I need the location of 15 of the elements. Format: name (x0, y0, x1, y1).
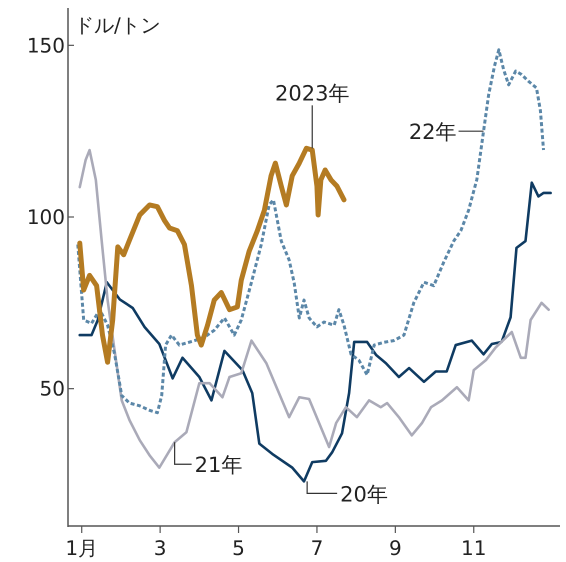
y-tick-label: 100 (26, 205, 65, 229)
y-axis-title: ドル/トン (74, 13, 161, 37)
x-tick-label: 9 (388, 536, 402, 560)
annotation: 21年 (194, 453, 242, 478)
x-tick-label: 1月 (65, 536, 98, 560)
y-tick-label: 150 (26, 33, 65, 58)
y-tick-label: 50 (40, 376, 65, 401)
x-tick-label: 3 (154, 536, 166, 560)
x-tick-label: 7 (310, 536, 324, 560)
annotation: 2023年 (275, 81, 350, 106)
annotation: 20年 (340, 482, 388, 506)
line-series (76, 48, 546, 414)
annotation: 22年 (408, 120, 457, 144)
x-tick-label: 5 (232, 536, 245, 560)
x-tick-label: 11 (461, 536, 486, 560)
